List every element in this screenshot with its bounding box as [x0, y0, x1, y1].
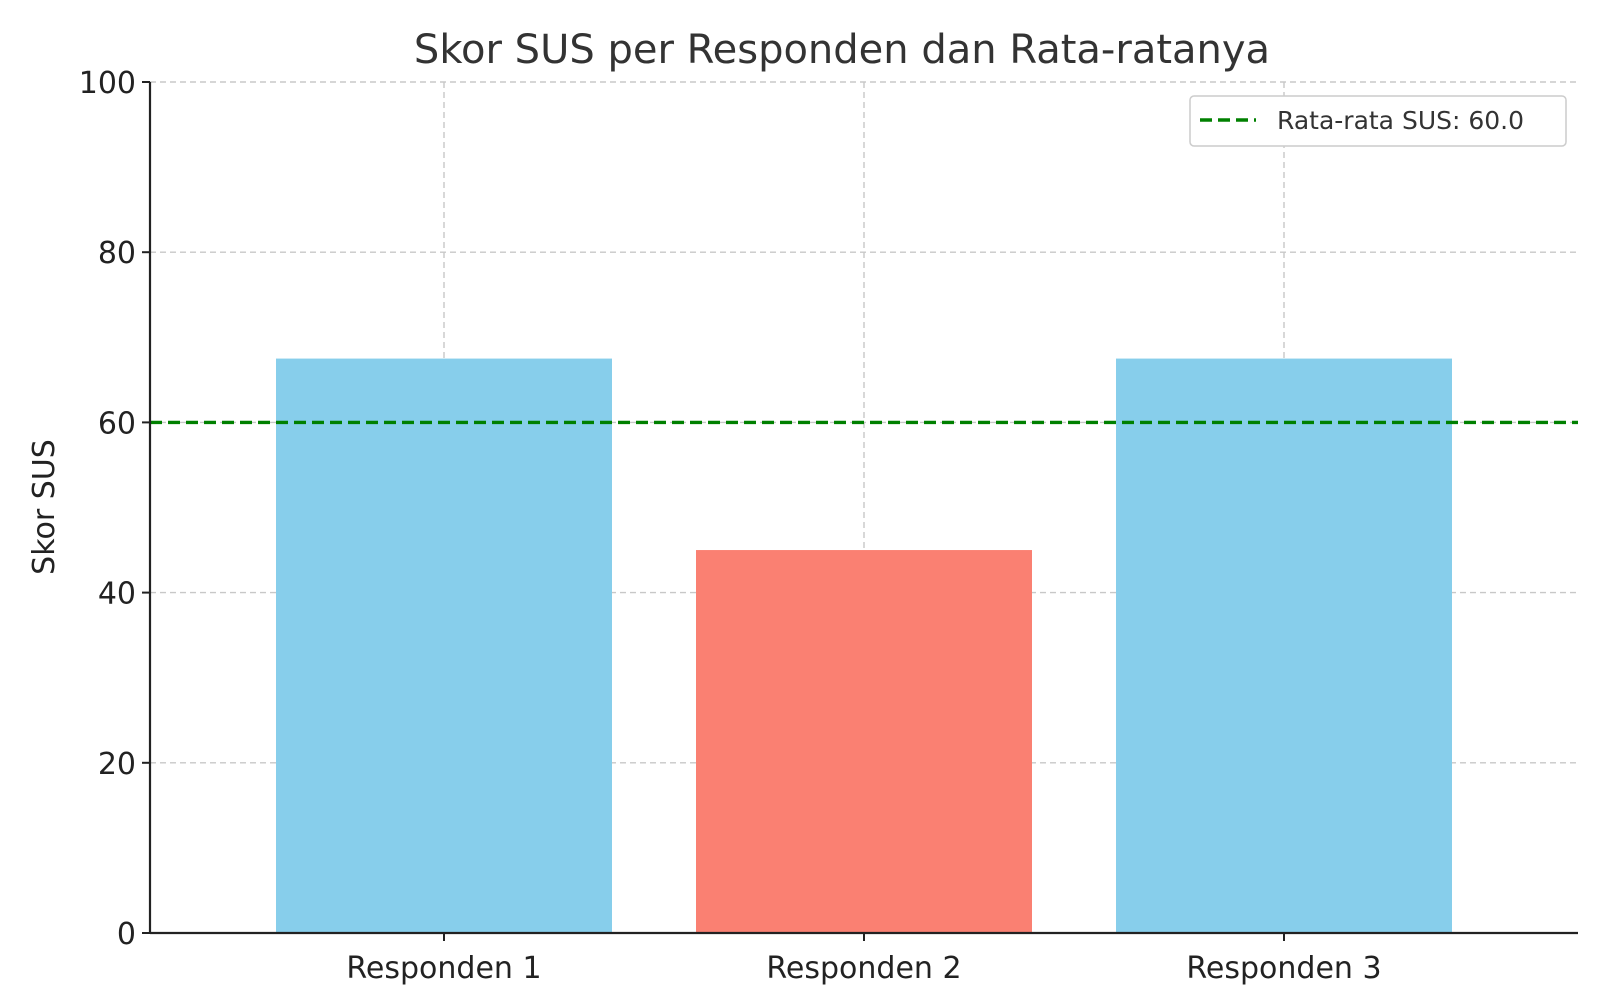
bars: [276, 358, 1452, 933]
y-tick-label-3: 60: [98, 406, 136, 441]
y-axis-ticks: 0 20 40 60 80 100: [79, 66, 150, 952]
x-tick-label-1: Responden 2: [766, 951, 961, 986]
bar-3: [1116, 358, 1452, 933]
x-tick-label-0: Responden 1: [346, 951, 541, 986]
y-axis-label: Skor SUS: [27, 439, 62, 575]
bar-1: [276, 358, 612, 933]
y-tick-label-5: 100: [79, 66, 136, 101]
chart-title: Skor SUS per Responden dan Rata-ratanya: [414, 27, 1270, 73]
legend-label: Rata-rata SUS: 60.0: [1277, 106, 1524, 135]
legend: Rata-rata SUS: 60.0: [1189, 95, 1567, 147]
y-tick-label-0: 0: [117, 917, 136, 952]
x-axis-ticks: Responden 1 Responden 2 Responden 3: [346, 933, 1382, 986]
y-tick-label-4: 80: [98, 236, 136, 271]
legend-box: [1189, 95, 1567, 147]
y-tick-label-2: 40: [98, 577, 136, 612]
y-tick-label-1: 20: [98, 747, 136, 782]
bar-2: [696, 550, 1032, 933]
x-tick-label-2: Responden 3: [1186, 951, 1381, 986]
